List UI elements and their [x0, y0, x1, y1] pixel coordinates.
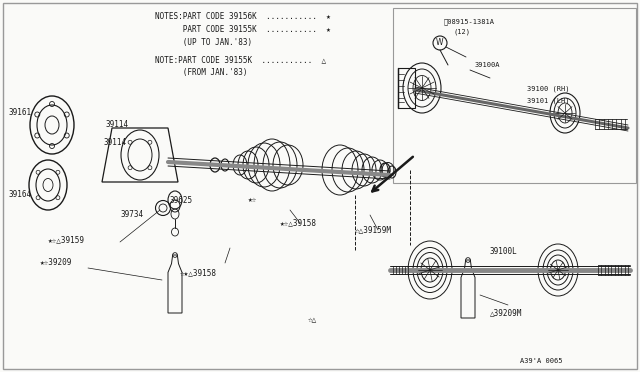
- Text: 39625: 39625: [170, 196, 193, 205]
- Text: 39114: 39114: [105, 120, 128, 129]
- Text: ☆△: ☆△: [308, 315, 317, 324]
- Text: (12): (12): [454, 28, 471, 35]
- Text: △39209M: △39209M: [490, 308, 522, 317]
- Text: 39164: 39164: [8, 190, 31, 199]
- Text: A39'A 0065: A39'A 0065: [520, 358, 563, 364]
- Text: 39100L: 39100L: [490, 247, 518, 256]
- Text: ☆△39159M: ☆△39159M: [355, 225, 392, 234]
- Text: W: W: [436, 38, 444, 47]
- Text: ★☆△39158: ★☆△39158: [280, 218, 317, 227]
- Text: 39100A: 39100A: [475, 62, 500, 68]
- Text: 39161: 39161: [8, 108, 31, 117]
- Text: 39101 (LH): 39101 (LH): [527, 97, 570, 103]
- Text: (UP TO JAN.'83): (UP TO JAN.'83): [155, 38, 252, 47]
- Text: 39114: 39114: [103, 138, 126, 147]
- Text: NOTES:PART CODE 39156K  ...........  ★: NOTES:PART CODE 39156K ........... ★: [155, 12, 331, 21]
- Text: 39734: 39734: [120, 210, 143, 219]
- Text: Ⓦ08915-1381A: Ⓦ08915-1381A: [444, 18, 495, 25]
- Text: PART CODE 39155K  ...........  ★: PART CODE 39155K ........... ★: [155, 25, 331, 34]
- Bar: [393, 8, 636, 183]
- Text: ★☆△39159: ★☆△39159: [48, 235, 85, 244]
- Text: (FROM JAN.'83): (FROM JAN.'83): [155, 68, 248, 77]
- Text: ★☆39209: ★☆39209: [40, 258, 72, 267]
- Text: ★☆: ★☆: [248, 195, 257, 204]
- Text: NOTE:PART CODE 39155K  ...........  △: NOTE:PART CODE 39155K ........... △: [155, 55, 326, 64]
- Text: ☆★△39158: ☆★△39158: [180, 268, 217, 277]
- Text: 39100 (RH): 39100 (RH): [527, 85, 570, 92]
